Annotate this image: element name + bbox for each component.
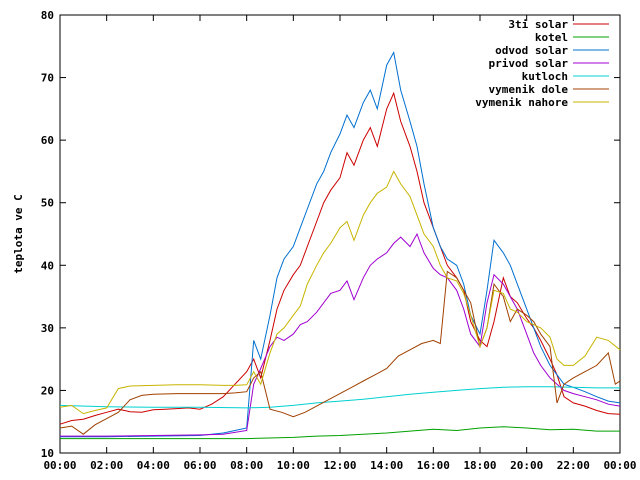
series-line-kotel: [60, 426, 620, 440]
legend-label: vymenik nahore: [475, 96, 568, 109]
series-line-kutloch: [59, 386, 620, 409]
x-tick-label: 08:00: [230, 459, 263, 472]
y-tick-label: 70: [41, 72, 54, 85]
y-tick-label: 30: [41, 322, 54, 335]
series-line-vymenik-dole: [59, 270, 621, 435]
x-tick-label: 10:00: [277, 459, 310, 472]
y-axis-label: teplota ve C: [12, 194, 25, 273]
legend-label: kotel: [535, 31, 568, 44]
x-tick-label: 06:00: [183, 459, 216, 472]
legend-label: odvod solar: [495, 44, 568, 57]
y-tick-label: 60: [41, 134, 54, 147]
series-line-3ti-solar: [59, 91, 621, 425]
y-tick-label: 20: [41, 384, 54, 397]
x-tick-label: 22:00: [557, 459, 590, 472]
y-tick-label: 40: [41, 259, 54, 272]
legend-label: kutloch: [522, 70, 568, 83]
y-tick-label: 10: [41, 447, 54, 460]
legend-label: privod solar: [489, 57, 569, 70]
x-tick-label: 04:00: [137, 459, 170, 472]
series-line-vymenik-nahore: [59, 170, 621, 415]
x-tick-label: 14:00: [370, 459, 403, 472]
series-line-privod-solar: [60, 232, 621, 437]
y-tick-label: 50: [41, 197, 54, 210]
series-line-odvod-solar: [60, 51, 621, 438]
x-tick-label: 16:00: [417, 459, 450, 472]
series-layer: [59, 51, 621, 440]
y-tick-label: 80: [41, 9, 54, 22]
x-tick-label: 18:00: [463, 459, 496, 472]
axis-ticks: 10 20 30 40 50 60 70 80 00:00 02:00 04:00 06:00 08:0…: [41, 9, 637, 472]
x-tick-label: 20:00: [510, 459, 543, 472]
x-tick-label: 12:00: [323, 459, 356, 472]
legend-label: vymenik dole: [489, 83, 569, 96]
x-tick-label: 00:00: [603, 459, 636, 472]
legend-label: 3ti solar: [508, 18, 568, 31]
x-tick-label: 02:00: [90, 459, 123, 472]
x-tick-label: 00:00: [43, 459, 76, 472]
